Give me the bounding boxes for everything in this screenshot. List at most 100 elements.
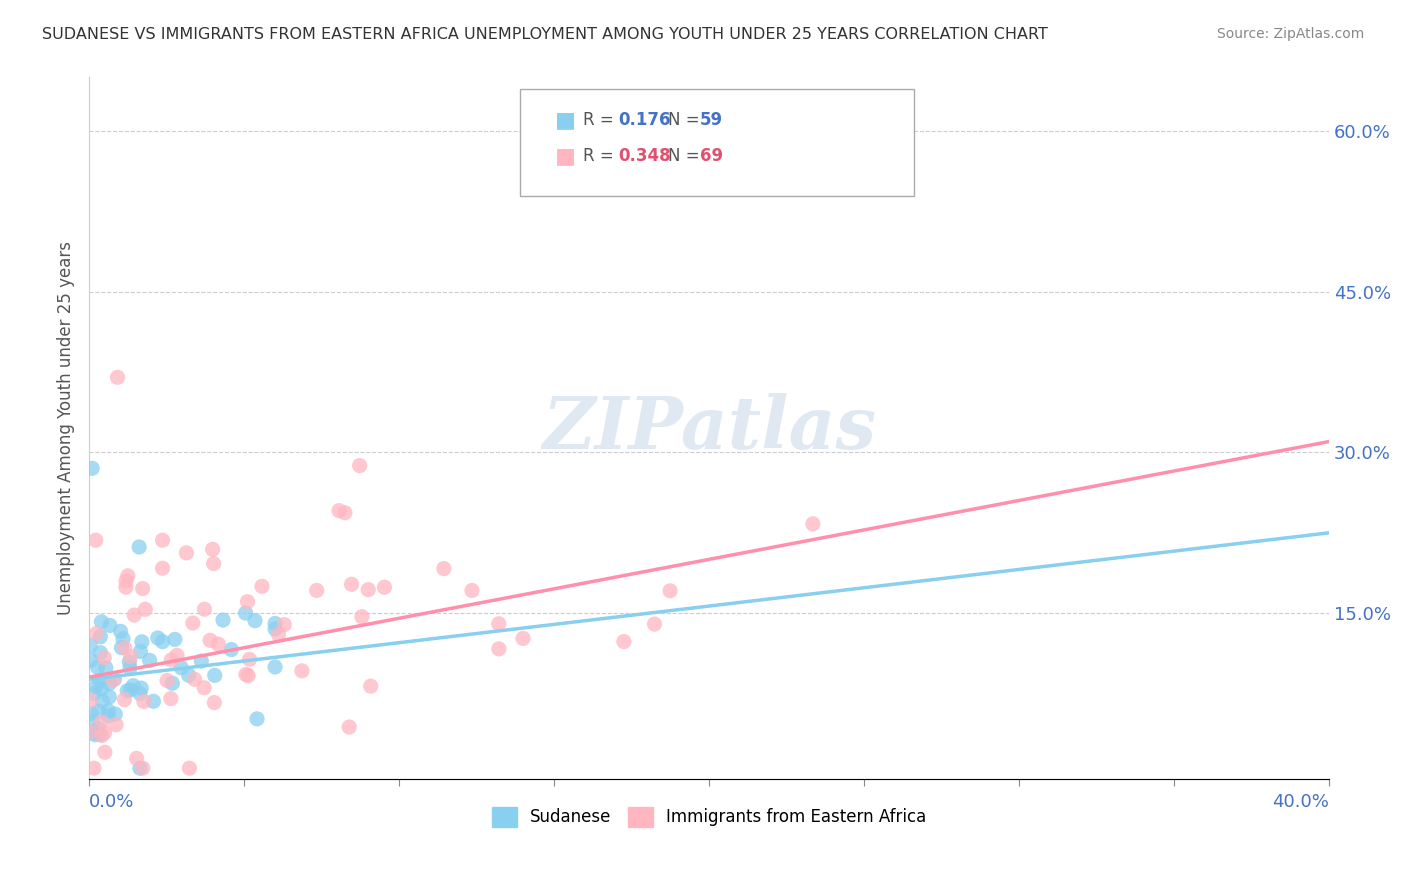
Point: [98, 676, 121, 690]
Point: [105, 718, 128, 732]
Point: [659, 583, 682, 598]
Point: [512, 632, 534, 646]
Point: [488, 616, 510, 631]
Point: [236, 668, 259, 682]
Point: [328, 503, 350, 517]
Point: [89, 646, 111, 660]
Text: N =: N =: [668, 112, 704, 129]
Point: [94, 745, 117, 759]
Point: [181, 615, 204, 630]
Text: 40.0%: 40.0%: [1272, 793, 1329, 811]
Point: [118, 661, 141, 675]
Point: [243, 614, 266, 628]
Point: [122, 679, 145, 693]
Point: [360, 679, 382, 693]
Text: R =: R =: [583, 112, 620, 129]
Text: ■: ■: [555, 111, 576, 130]
Text: SUDANESE VS IMMIGRANTS FROM EASTERN AFRICA UNEMPLOYMENT AMONG YOUTH UNDER 25 YEA: SUDANESE VS IMMIGRANTS FROM EASTERN AFRI…: [42, 27, 1047, 42]
Point: [131, 634, 153, 648]
Point: [129, 686, 152, 700]
Point: [488, 641, 510, 656]
Point: [433, 561, 456, 575]
Point: [79, 724, 101, 739]
Point: [235, 606, 257, 620]
Point: [87, 722, 110, 736]
Point: [170, 661, 193, 675]
Point: [83, 728, 105, 742]
Point: [115, 580, 138, 594]
Point: [132, 694, 155, 708]
Point: [163, 632, 186, 647]
Point: [117, 569, 139, 583]
Point: [160, 653, 183, 667]
Point: [264, 622, 287, 636]
Point: [138, 653, 160, 667]
Point: [373, 580, 395, 594]
Point: [107, 370, 129, 384]
Text: 69: 69: [700, 147, 723, 165]
Point: [152, 533, 174, 548]
Point: [90, 729, 112, 743]
Point: [101, 673, 124, 687]
Point: [112, 632, 135, 646]
Point: [79, 693, 101, 707]
Point: [156, 673, 179, 688]
Point: [176, 546, 198, 560]
Point: [264, 660, 287, 674]
Point: [94, 661, 117, 675]
Point: [125, 751, 148, 765]
Point: [91, 694, 114, 708]
Point: [90, 681, 112, 696]
Point: [89, 673, 111, 688]
Point: [82, 461, 104, 475]
Point: [115, 574, 138, 588]
Point: [134, 602, 156, 616]
Point: [110, 640, 132, 655]
Y-axis label: Unemployment Among Youth under 25 years: Unemployment Among Youth under 25 years: [58, 241, 75, 615]
Point: [86, 660, 108, 674]
Text: 0.0%: 0.0%: [89, 793, 135, 811]
Point: [129, 644, 152, 658]
Point: [128, 540, 150, 554]
Point: [82, 714, 104, 729]
Point: [801, 516, 824, 531]
Point: [267, 627, 290, 641]
Point: [129, 681, 152, 695]
Point: [152, 634, 174, 648]
Point: [166, 648, 188, 663]
Point: [202, 696, 225, 710]
Point: [142, 694, 165, 708]
Point: [131, 582, 153, 596]
Point: [80, 653, 103, 667]
Point: [90, 714, 112, 729]
Point: [291, 664, 314, 678]
Point: [90, 615, 112, 629]
Text: 0.348: 0.348: [619, 147, 671, 165]
Point: [201, 542, 224, 557]
Point: [349, 458, 371, 473]
Point: [179, 761, 201, 775]
Point: [613, 634, 636, 648]
Point: [273, 617, 295, 632]
Point: [235, 667, 257, 681]
Point: [461, 583, 484, 598]
Point: [177, 668, 200, 682]
Text: N =: N =: [668, 147, 704, 165]
Point: [202, 557, 225, 571]
Point: [115, 683, 138, 698]
Point: [97, 709, 120, 723]
Point: [246, 712, 269, 726]
Point: [87, 704, 110, 718]
Point: [82, 725, 104, 739]
Point: [160, 691, 183, 706]
Point: [337, 720, 360, 734]
Point: [146, 631, 169, 645]
Point: [183, 673, 205, 687]
Point: [86, 680, 108, 694]
Text: 0.176: 0.176: [619, 112, 671, 129]
Point: [118, 655, 141, 669]
Text: 59: 59: [700, 112, 723, 129]
Point: [93, 725, 115, 739]
Point: [193, 602, 215, 616]
Point: [193, 681, 215, 695]
